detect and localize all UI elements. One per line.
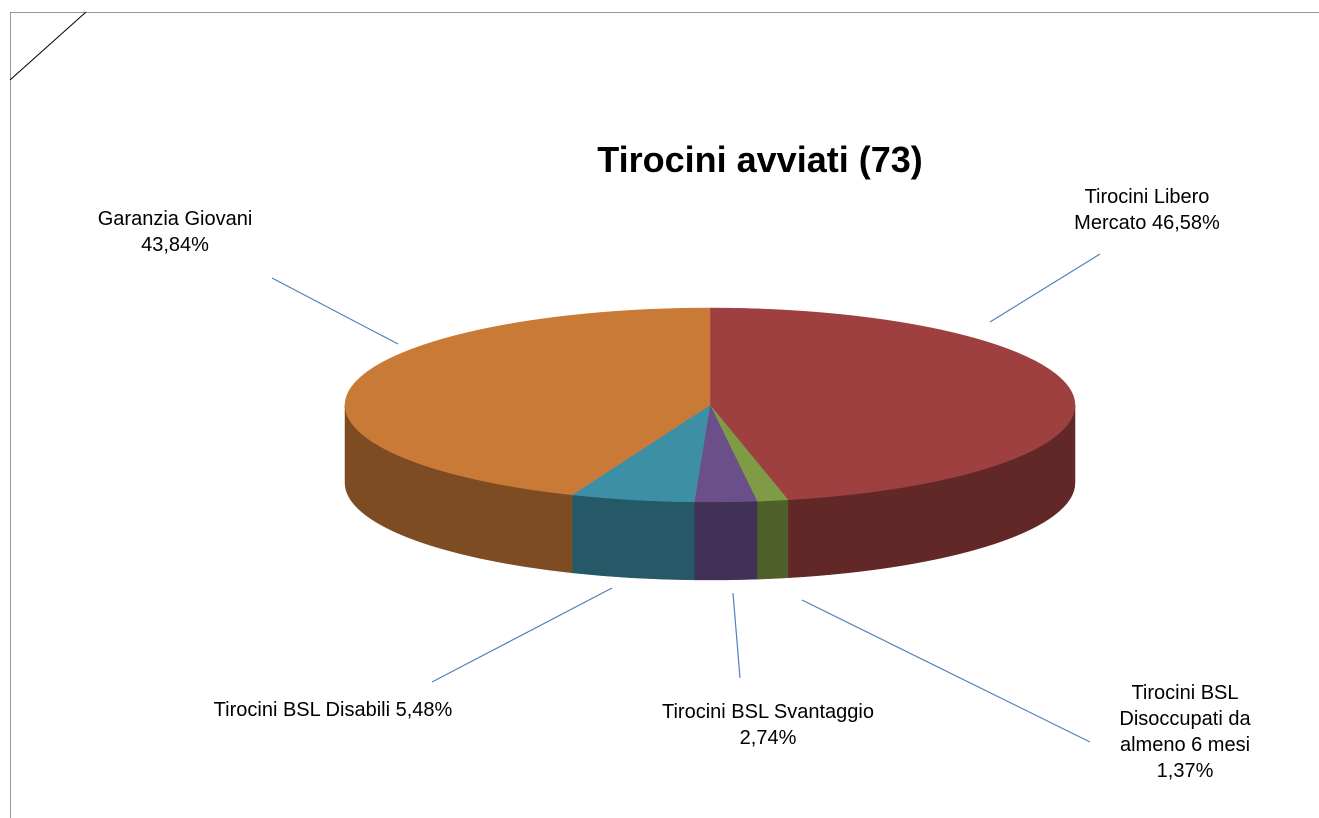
leader-line — [989, 253, 1101, 323]
slice-label: Tirocini BSL Disabili 5,48% — [213, 697, 453, 723]
corner-line — [9, 11, 87, 81]
value-label: 2,74% — [739, 727, 797, 749]
slice-side — [694, 500, 758, 581]
leader-lines — [271, 253, 1101, 743]
slice — [709, 307, 1076, 501]
chart-title: Tirocini avviati (73) — [597, 139, 923, 180]
leader-line — [271, 277, 399, 345]
slice-label: Tirocini BSL Svantaggio 2,74% — [653, 699, 883, 751]
leader-line — [431, 587, 613, 683]
slice-label: Tirocini BSL Disoccupati da almeno 6 mes… — [1105, 680, 1265, 784]
slice-label: Tirocini Libero Mercato 46,58% — [1047, 184, 1247, 236]
value-label: 46,58% — [1151, 212, 1220, 234]
slice-side — [756, 499, 789, 580]
value-label: 5,48% — [395, 699, 453, 721]
frame — [10, 12, 1319, 818]
leader-line — [801, 599, 1091, 743]
slice — [344, 307, 711, 496]
category-label: Tirocini BSL Disoccupati da almeno 6 mes… — [1119, 682, 1251, 756]
slice-side — [571, 494, 695, 581]
pie — [344, 307, 1076, 581]
category-label: Tirocini BSL Svantaggio — [662, 701, 874, 723]
category-label: Garanzia Giovani — [97, 208, 253, 230]
value-label: 1,37% — [1156, 760, 1214, 782]
value-label: 43,84% — [141, 234, 209, 256]
category-label: Tirocini Libero Mercato — [1074, 186, 1210, 234]
slice-label: Garanzia Giovani 43,84% — [65, 206, 285, 258]
category-label: Tirocini BSL Disabili — [213, 699, 391, 721]
leader-line — [732, 592, 741, 679]
